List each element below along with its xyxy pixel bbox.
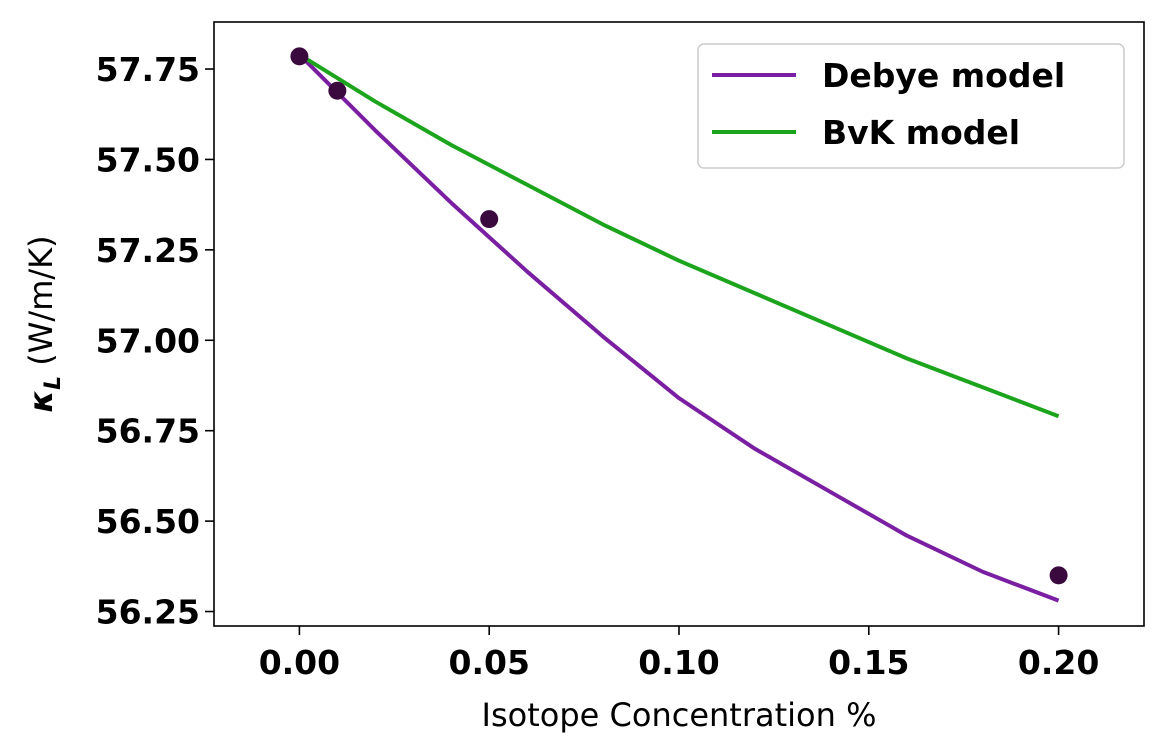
x-tick-label: 0.20: [1018, 643, 1099, 682]
x-tick-label: 0.15: [828, 643, 909, 682]
legend-box: [697, 43, 1125, 169]
y-tick-label: 57.00: [96, 321, 200, 360]
y-tick-label: 57.50: [96, 140, 200, 179]
y-axis-label-symbol: κ: [22, 390, 60, 413]
svg-text:κL (W/m/K): κL (W/m/K): [22, 235, 66, 412]
y-tick-label: 56.75: [96, 412, 200, 451]
y-tick-label: 56.50: [96, 502, 200, 541]
y-tick-label: 56.25: [96, 593, 200, 632]
data-point: [290, 47, 309, 66]
series-layer: [297, 52, 1060, 603]
scatter-layer: [290, 47, 1068, 585]
x-axis-label: Isotope Concentration %: [482, 696, 877, 734]
x-tick-label: 0.05: [448, 643, 529, 682]
y-axis-label-subscript: L: [41, 376, 66, 390]
legend-label-debye: Debye model: [822, 56, 1065, 95]
y-axis-label-unit: (W/m/K): [22, 235, 60, 365]
y-tick-label: 57.25: [96, 231, 200, 270]
data-point: [328, 81, 347, 100]
legend-label-bvk: BvK model: [822, 113, 1020, 152]
data-point: [480, 210, 499, 229]
series-line-bvk: [298, 52, 1060, 419]
y-axis: 56.25 56.50 56.75 57.00 57.25 57.50 57.75: [96, 50, 214, 632]
series-line-debye: [297, 53, 1060, 603]
legend: Debye model BvK model: [697, 43, 1125, 169]
x-tick-label: 0.00: [259, 643, 340, 682]
y-axis-label: κL (W/m/K): [22, 235, 66, 412]
y-tick-label: 57.75: [96, 50, 200, 89]
data-point: [1049, 566, 1068, 585]
x-axis: 0.00 0.05 0.10 0.15 0.20: [259, 626, 1099, 682]
x-tick-label: 0.10: [638, 643, 719, 682]
